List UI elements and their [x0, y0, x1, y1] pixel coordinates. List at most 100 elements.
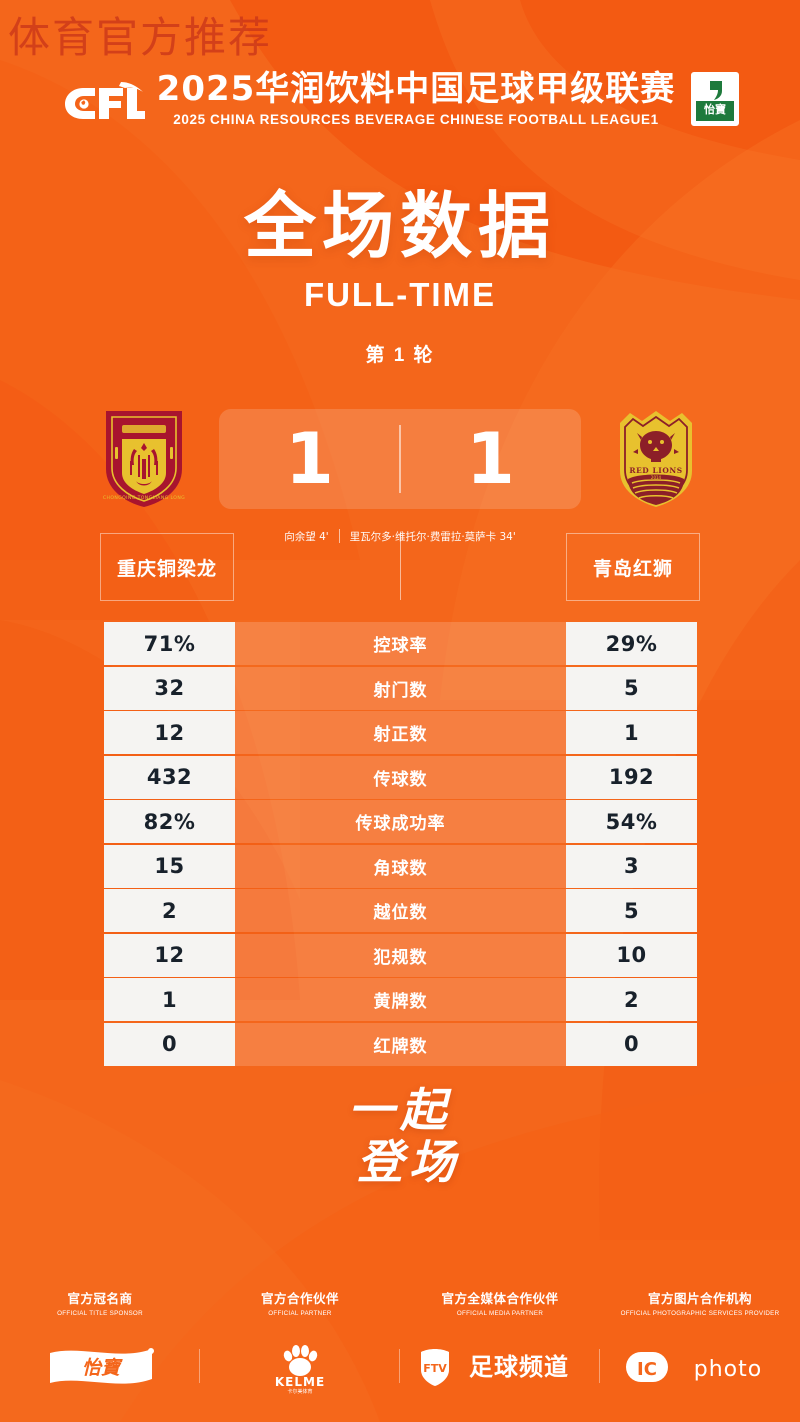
away-stat-value: 1 — [566, 711, 697, 754]
sponsor-label-column: 官方冠名商 OFFICIAL TITLE SPONSOR — [0, 1288, 200, 1317]
stat-label: 传球成功率 — [235, 800, 566, 843]
scorer-divider — [338, 529, 340, 543]
yibao-logo: 怡寶 — [0, 1339, 200, 1395]
svg-text:足球频道: 足球频道 — [469, 1353, 569, 1381]
chongqing-tongliang-dragon-crest: CHONGQING TONGLIANG LONG — [103, 411, 185, 507]
svg-text:IC: IC — [637, 1359, 657, 1380]
cfl-logo — [64, 82, 145, 120]
stat-label: 角球数 — [235, 844, 566, 888]
svg-text:2014: 2014 — [651, 475, 662, 480]
watermark-text: 体育官方推荐 — [8, 13, 273, 62]
slogan-line-2: 登场 — [357, 1134, 461, 1189]
home-score: 1 — [285, 418, 334, 500]
svg-text:卡尔美体育: 卡尔美体育 — [287, 1388, 312, 1395]
svg-text:photo: photo — [694, 1357, 762, 1382]
away-stat-value: 0 — [566, 1022, 697, 1066]
home-stat-value: 1 — [104, 978, 235, 1021]
stat-label: 犯规数 — [235, 933, 566, 977]
away-score: 1 — [466, 418, 515, 500]
stat-row: 71% 控球率 29% — [104, 622, 697, 665]
away-team-name: 青岛红狮 — [592, 557, 673, 580]
kelme-logo: KELME 卡尔美体育 — [200, 1339, 400, 1395]
stat-row: 2 越位数 5 — [104, 889, 697, 932]
svg-text:CHONGQING TONGLIANG LONG: CHONGQING TONGLIANG LONG — [103, 495, 185, 501]
away-scorers: 里瓦尔多·维托尔·费雷拉·莫萨卡 34' — [349, 530, 516, 543]
home-team-name: 重庆铜梁龙 — [116, 557, 217, 580]
qingdao-red-lions-crest: RED LIONS 2014 — [620, 411, 692, 507]
sponsor-labels: 官方冠名商 OFFICIAL TITLE SPONSOR 官方合作伙伴 OFFICIA… — [0, 1288, 800, 1317]
stat-label: 越位数 — [235, 889, 566, 932]
stat-row: 12 射正数 1 — [104, 711, 697, 754]
campaign-slogan: 一起 登场 — [0, 1083, 800, 1189]
away-stat-value: 10 — [566, 933, 697, 977]
goal-scorers: 向余望 4' 里瓦尔多·维托尔·费雷拉·莫萨卡 34' — [100, 526, 700, 546]
sponsor-label-column: 官方图片合作机构 OFFICIAL PHOTOGRAPHIC SERVICES P… — [600, 1288, 800, 1317]
scoreboard: CHONGQING TONGLIANG LONG 1 1 RED LIONS — [100, 400, 700, 518]
away-stat-value: 3 — [566, 844, 697, 888]
slogan-line-1: 一起 — [348, 1083, 452, 1137]
league-header: 2025华润饮料中国足球甲级联赛 2025 CHINA RESOURCES BE… — [0, 69, 800, 127]
sponsor-label-cn: 官方合作伙伴 — [260, 1291, 339, 1306]
stat-row: 0 红牌数 0 — [104, 1022, 697, 1066]
sponsor-label-en: OFFICIAL MEDIA PARTNER — [456, 1310, 544, 1317]
stat-row: 82% 传球成功率 54% — [104, 800, 697, 843]
away-stat-value: 192 — [566, 755, 697, 799]
sponsor-label-cn: 官方全媒体合作伙伴 — [441, 1291, 559, 1306]
sponsor-label-en: OFFICIAL PHOTOGRAPHIC SERVICES PROVIDER — [620, 1310, 780, 1317]
league-title-en: 2025 CHINA RESOURCES BEVERAGE CHINESE FO… — [173, 111, 659, 127]
sponsor-label-cn: 官方冠名商 — [67, 1291, 133, 1306]
stat-label: 射门数 — [235, 666, 566, 710]
sponsor-label-column: 官方全媒体合作伙伴 OFFICIAL MEDIA PARTNER — [400, 1288, 600, 1317]
home-stat-value: 32 — [104, 666, 235, 710]
home-stat-value: 71% — [104, 622, 235, 665]
away-team-box: 青岛红狮 — [566, 533, 700, 601]
stat-label: 红牌数 — [235, 1022, 566, 1066]
home-scorers: 向余望 4' — [284, 530, 329, 543]
round-label: 第 1 轮 — [365, 345, 435, 366]
score-divider — [399, 425, 401, 493]
stat-row: 32 射门数 5 — [104, 666, 697, 710]
page-title-cn: 全场数据 — [243, 184, 556, 268]
home-stat-value: 2 — [104, 889, 235, 932]
away-stat-value: 5 — [566, 889, 697, 932]
away-stat-value: 54% — [566, 800, 697, 843]
home-team-box: 重庆铜梁龙 — [100, 533, 234, 601]
stat-label: 射正数 — [235, 711, 566, 754]
home-stat-value: 12 — [104, 711, 235, 754]
sponsor-logos: 怡寶 KELME 卡尔美体育 FTV 足球频道 — [0, 1339, 800, 1395]
home-stat-value: 82% — [104, 800, 235, 843]
sponsor-label-cn: 官方图片合作机构 — [647, 1291, 752, 1306]
home-stat-value: 12 — [104, 933, 235, 977]
icphoto-logo: IC photo — [600, 1339, 800, 1395]
page-title-en: FULL-TIME — [303, 276, 497, 313]
sponsor-label-en: OFFICIAL PARTNER — [268, 1310, 332, 1317]
stat-label: 黄牌数 — [235, 978, 566, 1021]
away-stat-value: 29% — [566, 622, 697, 665]
stat-row: 1 黄牌数 2 — [104, 978, 697, 1021]
sponsor-label-column: 官方合作伙伴 OFFICIAL PARTNER — [200, 1288, 400, 1317]
yibao-logo: 怡寶 — [691, 72, 740, 127]
stat-label: 传球数 — [235, 755, 566, 799]
team-name-row: 重庆铜梁龙 青岛红狮 — [100, 533, 700, 601]
teamnames-divider — [399, 534, 401, 600]
stat-label: 控球率 — [235, 622, 566, 665]
stat-row: 432 传球数 192 — [104, 755, 697, 799]
sponsor-label-en: OFFICIAL TITLE SPONSOR — [57, 1310, 143, 1317]
svg-text:怡寶: 怡寶 — [82, 1357, 123, 1379]
stat-row: 12 犯规数 10 — [104, 933, 697, 977]
svg-text:怡寶: 怡寶 — [704, 102, 726, 116]
fulltime-title-block: 全场数据 FULL-TIME 第 1 轮 — [0, 190, 800, 367]
home-stat-value: 0 — [104, 1022, 235, 1066]
league-title-cn: 2025华润饮料中国足球甲级联赛 — [156, 69, 676, 109]
score-panel: 1 1 — [219, 409, 581, 509]
stat-row: 15 角球数 3 — [104, 844, 697, 888]
away-stat-value: 2 — [566, 978, 697, 1021]
svg-text:RED LIONS: RED LIONS — [629, 466, 682, 475]
svg-text:FTV: FTV — [423, 1362, 447, 1375]
away-stat-value: 5 — [566, 666, 697, 710]
ftv-logo: FTV 足球频道 — [400, 1339, 600, 1395]
home-stat-value: 432 — [104, 755, 235, 799]
sponsor-footer: 官方冠名商 OFFICIAL TITLE SPONSOR 官方合作伙伴 OFFICIA… — [0, 1288, 800, 1422]
svg-text:KELME: KELME — [275, 1375, 325, 1389]
stats-table: 71% 控球率 29% 32 射门数 5 12 射正数 1 432 传球数 192 82% 传球成功率 54… — [104, 622, 697, 1067]
